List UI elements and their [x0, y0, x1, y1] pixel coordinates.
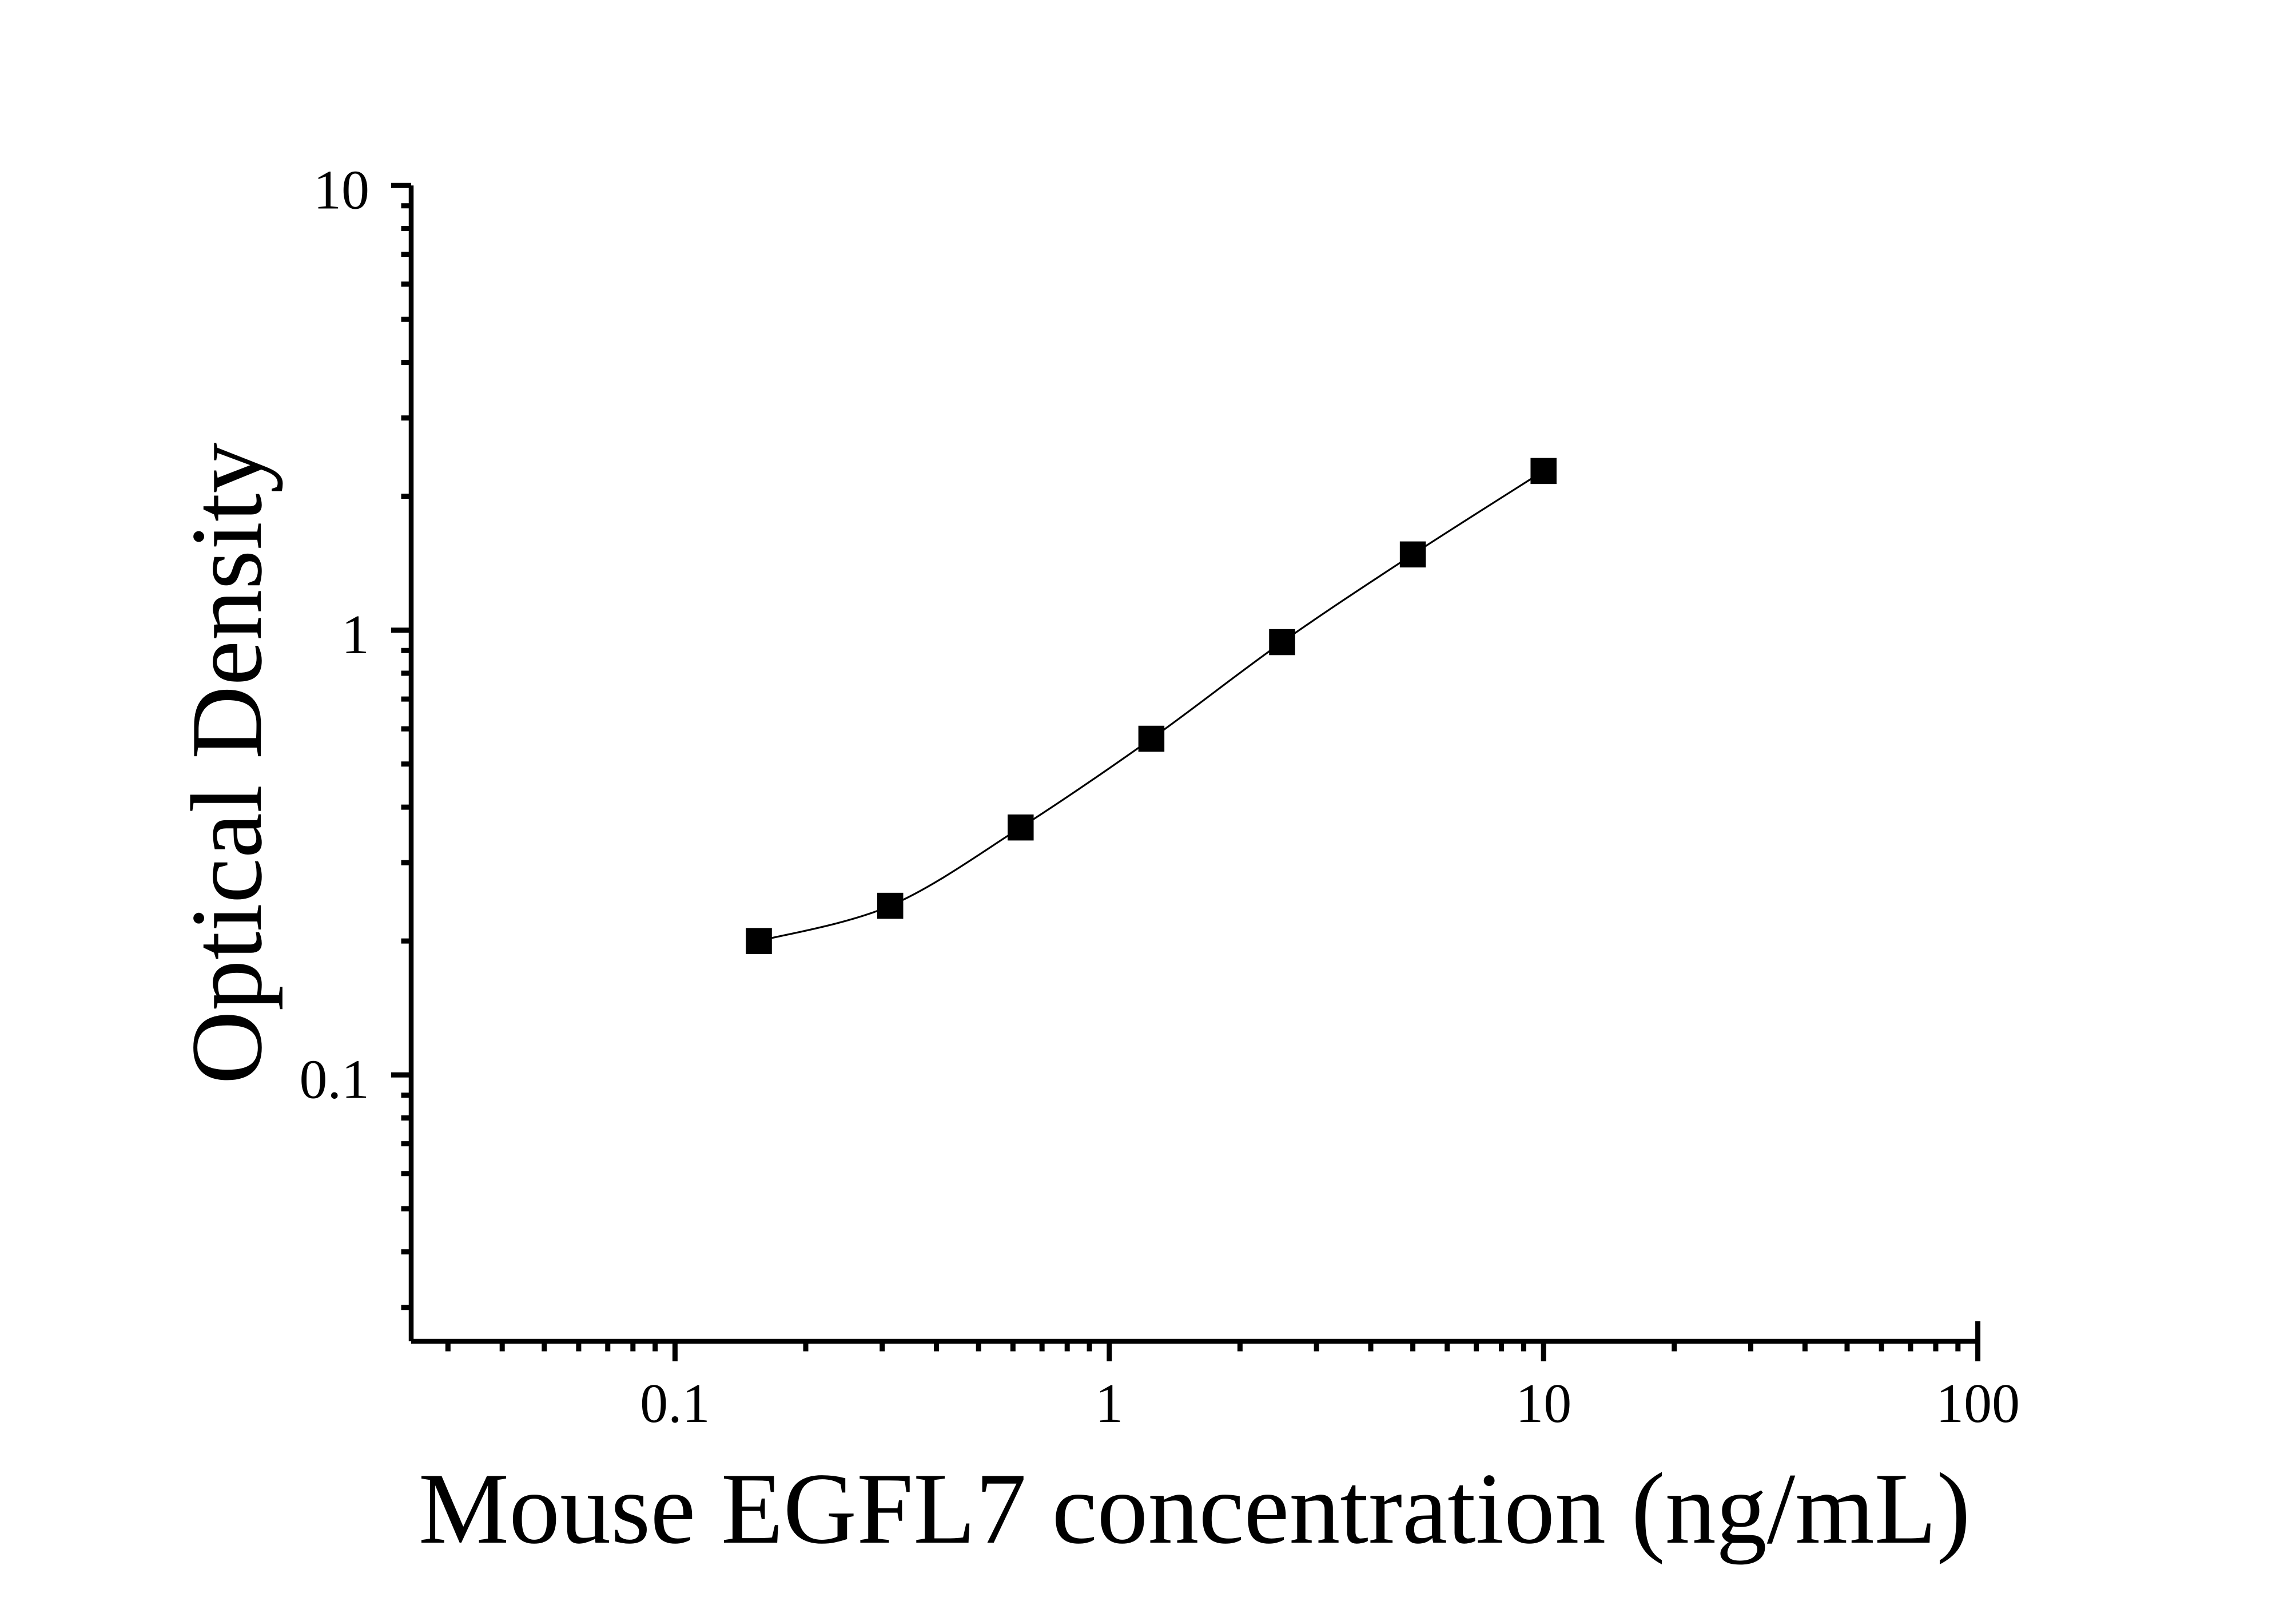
svg-text:10: 10 [1515, 1373, 1571, 1435]
svg-text:1: 1 [1095, 1373, 1123, 1435]
svg-text:100: 100 [1936, 1373, 2020, 1435]
svg-text:1: 1 [341, 604, 369, 666]
svg-text:10: 10 [313, 160, 369, 221]
svg-text:0.1: 0.1 [300, 1049, 370, 1111]
svg-text:Mouse EGFL7 concentration (ng/: Mouse EGFL7 concentration (ng/mL) [419, 1452, 1971, 1565]
svg-text:Optical Density: Optical Density [170, 443, 283, 1084]
svg-text:0.1: 0.1 [640, 1373, 710, 1435]
